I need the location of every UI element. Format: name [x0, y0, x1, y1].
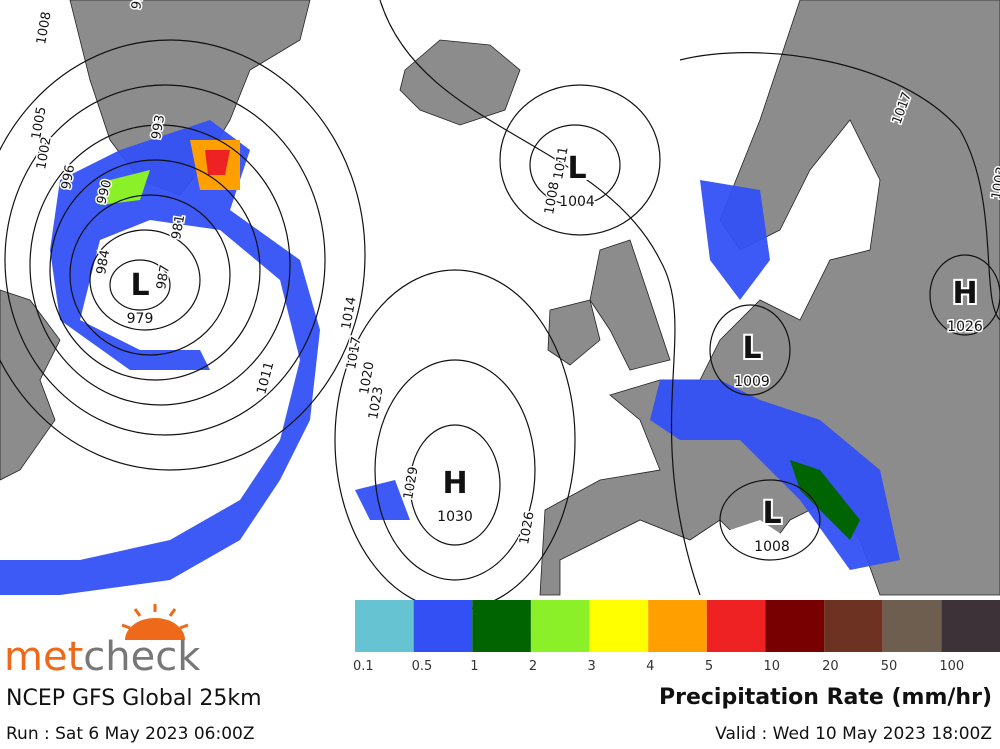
- legend-label: 2: [529, 659, 537, 674]
- isobar: [49, 159, 261, 381]
- isobar-label: 1008: [542, 180, 563, 215]
- center-letter: L: [567, 151, 586, 186]
- isobar: [109, 259, 171, 311]
- isobar: [719, 479, 821, 561]
- legend-swatch: [941, 600, 1000, 652]
- center-value: 1008: [754, 539, 790, 555]
- isobar: [679, 52, 1000, 321]
- isobar: [4, 84, 326, 436]
- isobar: [69, 194, 231, 356]
- center-value: 1026: [947, 319, 983, 335]
- isobar-label: 984: [94, 249, 113, 276]
- isobar-label: 987: [154, 264, 173, 291]
- run-time: Run : Sat 6 May 2023 06:00Z: [6, 724, 254, 744]
- rain-band: [0, 120, 320, 595]
- isobar-label: 1008: [34, 10, 55, 45]
- center-letter: L: [130, 268, 149, 303]
- center-value: 1030: [437, 509, 473, 525]
- isobar: [709, 304, 791, 396]
- isobar-label: 1011: [551, 145, 572, 180]
- isobar-label: 1026: [517, 510, 538, 545]
- center-value: 979: [127, 311, 154, 327]
- legend-swatch: [765, 600, 825, 652]
- legend-swatch: [472, 600, 531, 652]
- logo-met: met: [4, 634, 83, 680]
- legend-label: 0.5: [412, 659, 433, 674]
- legend-swatch: [706, 600, 766, 652]
- isobar: [29, 124, 291, 406]
- iceland: [399, 39, 521, 126]
- legend-label: 3: [588, 659, 596, 674]
- isobar-label: 981: [169, 214, 188, 241]
- isobar: [529, 124, 621, 206]
- legend-label: 1: [470, 659, 478, 674]
- rain-italy: [790, 460, 860, 540]
- rain-heaviest: [205, 150, 230, 175]
- rain-scandinavia: [700, 180, 770, 300]
- isobar: [379, 0, 701, 596]
- legend-swatch: [355, 600, 414, 652]
- isobar-label: 1020: [357, 360, 378, 395]
- map: [0, 0, 1000, 611]
- isobar: [409, 424, 501, 546]
- legend: 0.1 0.5 1 2 3 4 5 10 20 50 100: [353, 600, 1000, 674]
- ireland: [547, 299, 601, 366]
- isobar: [499, 84, 661, 236]
- isobar-label: 1002: [34, 135, 55, 170]
- legend-swatch: [882, 600, 942, 652]
- center-value: 1004: [559, 194, 595, 210]
- center-letter: H: [442, 466, 467, 501]
- rain-azores: [355, 480, 410, 520]
- model-name: NCEP GFS Global 25km: [6, 686, 262, 711]
- legend-swatch: [413, 600, 473, 652]
- center-letter: H: [952, 276, 977, 311]
- isobar-label: 1023: [366, 385, 387, 420]
- logo-check: check: [83, 634, 201, 680]
- legend-label: 100: [939, 659, 964, 674]
- logo-sun-disc: [125, 618, 185, 640]
- legend-label: 5: [705, 659, 713, 674]
- isobar-label: 1029: [401, 465, 422, 500]
- center-letter: L: [742, 331, 761, 366]
- legend-title: Precipitation Rate (mm/hr): [659, 685, 992, 710]
- logo: metcheck: [4, 604, 201, 680]
- legend-label: 10: [763, 659, 780, 674]
- logo-text: metcheck: [4, 634, 201, 680]
- valid-time: Valid : Wed 10 May 2023 18:00Z: [715, 724, 992, 744]
- legend-label: 50: [881, 659, 898, 674]
- center-value: 1009: [734, 374, 770, 390]
- center-letter: L: [762, 496, 781, 531]
- legend-label: 20: [822, 659, 839, 674]
- isobar-label: 996: [59, 164, 78, 191]
- isobar: [89, 229, 201, 331]
- legend-swatch: [589, 600, 649, 652]
- legend-swatch: [530, 600, 590, 652]
- isobars: [0, 0, 1000, 611]
- isobar: [0, 39, 366, 471]
- legend-swatch: [824, 600, 883, 652]
- britain: [589, 239, 671, 371]
- isobar-label: 1014: [339, 295, 360, 330]
- isobar: [929, 254, 1000, 336]
- legend-label: 0.1: [353, 659, 374, 674]
- isobar-label: 1005: [29, 105, 50, 140]
- legend-label: 4: [646, 659, 654, 674]
- logo-sun: [121, 604, 189, 630]
- legend-swatch: [648, 600, 707, 652]
- isobar-label: 1017: [344, 335, 365, 370]
- isobar: [374, 359, 536, 581]
- map-labels: 1008100510029969909879849819939991011101…: [28, 0, 1000, 547]
- europe: [539, 0, 1000, 596]
- canada: [0, 289, 61, 481]
- isobar-label: 993: [149, 114, 168, 141]
